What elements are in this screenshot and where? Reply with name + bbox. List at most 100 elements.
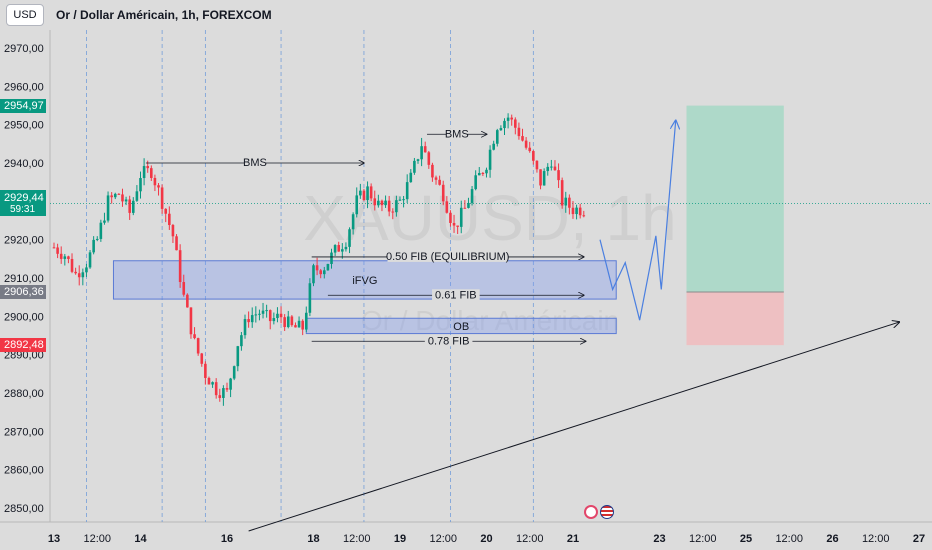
candle-body (117, 193, 121, 195)
candle-body (81, 272, 85, 278)
candle-body (528, 147, 532, 152)
candle-body (70, 258, 74, 272)
zone-ifvg-label: iFVG (352, 275, 377, 287)
candle-body (56, 247, 59, 254)
candle-body (103, 220, 106, 223)
candle-body (85, 267, 88, 273)
zone-ob-label: OB (453, 321, 469, 333)
candle-body (481, 172, 485, 174)
candle-body (568, 197, 571, 208)
candle-body (218, 395, 222, 398)
candle-body (113, 193, 117, 198)
candle-body (571, 207, 575, 215)
candle-body (178, 250, 182, 283)
x-tick-label: 12:00 (343, 533, 371, 545)
candle-body (503, 120, 506, 129)
candle-body (387, 200, 391, 212)
candle-body (445, 201, 449, 213)
candle-body (160, 187, 164, 209)
candle-body (63, 256, 67, 259)
candle-body (333, 245, 337, 253)
candle-body (474, 175, 477, 190)
stop-loss-zone (686, 291, 784, 346)
candle-body (77, 273, 81, 278)
candle-body (337, 245, 341, 252)
x-tick-label: 19 (394, 533, 406, 545)
candle-body (186, 294, 189, 308)
zone-ifvg-box (112, 260, 617, 300)
candle-body (268, 310, 272, 322)
candle-body (286, 316, 290, 328)
candle-body (222, 388, 225, 398)
candle-body (157, 185, 160, 188)
level-label-bg (445, 128, 468, 140)
chart-title: Or / Dollar Américain, 1h, FOREXCOM (56, 8, 272, 22)
candle-body (139, 178, 142, 192)
y-tick-label: 2870,00 (4, 426, 44, 438)
y-tick-label: 2900,00 (4, 311, 44, 323)
candle-body (514, 119, 517, 128)
candle-body (128, 199, 131, 213)
candle-body (434, 177, 438, 180)
us-flag-icon[interactable] (600, 505, 614, 519)
candle-body (175, 236, 178, 251)
candle-body (131, 200, 135, 213)
candle-body (344, 246, 348, 250)
candle-body (146, 166, 150, 169)
candle-body (578, 207, 582, 216)
candle-body (377, 200, 380, 206)
x-tick-label: 16 (221, 533, 233, 545)
x-tick-label: 13 (48, 533, 60, 545)
y-tick-label: 2960,00 (4, 81, 44, 93)
candle-body (413, 160, 416, 173)
level-label: 0.50 FIB (EQUILIBRIUM) (386, 251, 509, 263)
candle-body (546, 166, 550, 172)
candle-body (279, 313, 283, 318)
candle-body (276, 313, 279, 319)
x-tick-label: 21 (567, 533, 579, 545)
chart-header: USD Or / Dollar Américain, 1h, FOREXCOM (0, 0, 932, 30)
currency-button[interactable]: USD (6, 4, 44, 26)
candle-body (351, 214, 355, 230)
watermark-symbol: XAUUSD, 1h (303, 182, 676, 254)
candle-body (319, 270, 322, 275)
level-label-bg (244, 157, 266, 168)
y-tick-label: 2860,00 (4, 465, 44, 477)
candle-body (323, 270, 326, 275)
candle-body (517, 127, 521, 137)
candle-body (88, 252, 92, 268)
candle-body (225, 388, 229, 390)
x-tick-label: 12:00 (83, 533, 111, 545)
candle-body (124, 199, 128, 202)
candle-body (384, 200, 387, 206)
candle-body (535, 160, 539, 170)
level-label: BMS (243, 157, 267, 169)
candle-body (369, 186, 373, 199)
candle-body (402, 199, 405, 201)
x-tick-label: 12:00 (775, 533, 803, 545)
candle-body (236, 346, 240, 367)
candle-body (395, 200, 398, 213)
candle-body (488, 149, 492, 170)
take-profit-zone (686, 105, 784, 292)
candle-body (506, 117, 510, 121)
event-flag-icon[interactable] (584, 505, 598, 519)
candle-body (550, 166, 553, 168)
y-tick-label: 2910,00 (4, 273, 44, 285)
last-price-label: 2929,44 (4, 191, 44, 204)
candle-body (427, 152, 431, 165)
candle-body (121, 194, 124, 202)
candle-body (341, 249, 344, 252)
candle-body (95, 238, 99, 240)
candle-body (254, 314, 258, 316)
candle-body (467, 202, 470, 208)
candle-body (110, 195, 113, 198)
x-tick-label: 26 (826, 533, 838, 545)
level-label: BMS (445, 128, 469, 140)
candle-body (193, 334, 196, 339)
candle-body (477, 172, 481, 176)
candle-body (582, 215, 586, 217)
candle-body (362, 190, 366, 201)
candle-body (495, 130, 499, 144)
